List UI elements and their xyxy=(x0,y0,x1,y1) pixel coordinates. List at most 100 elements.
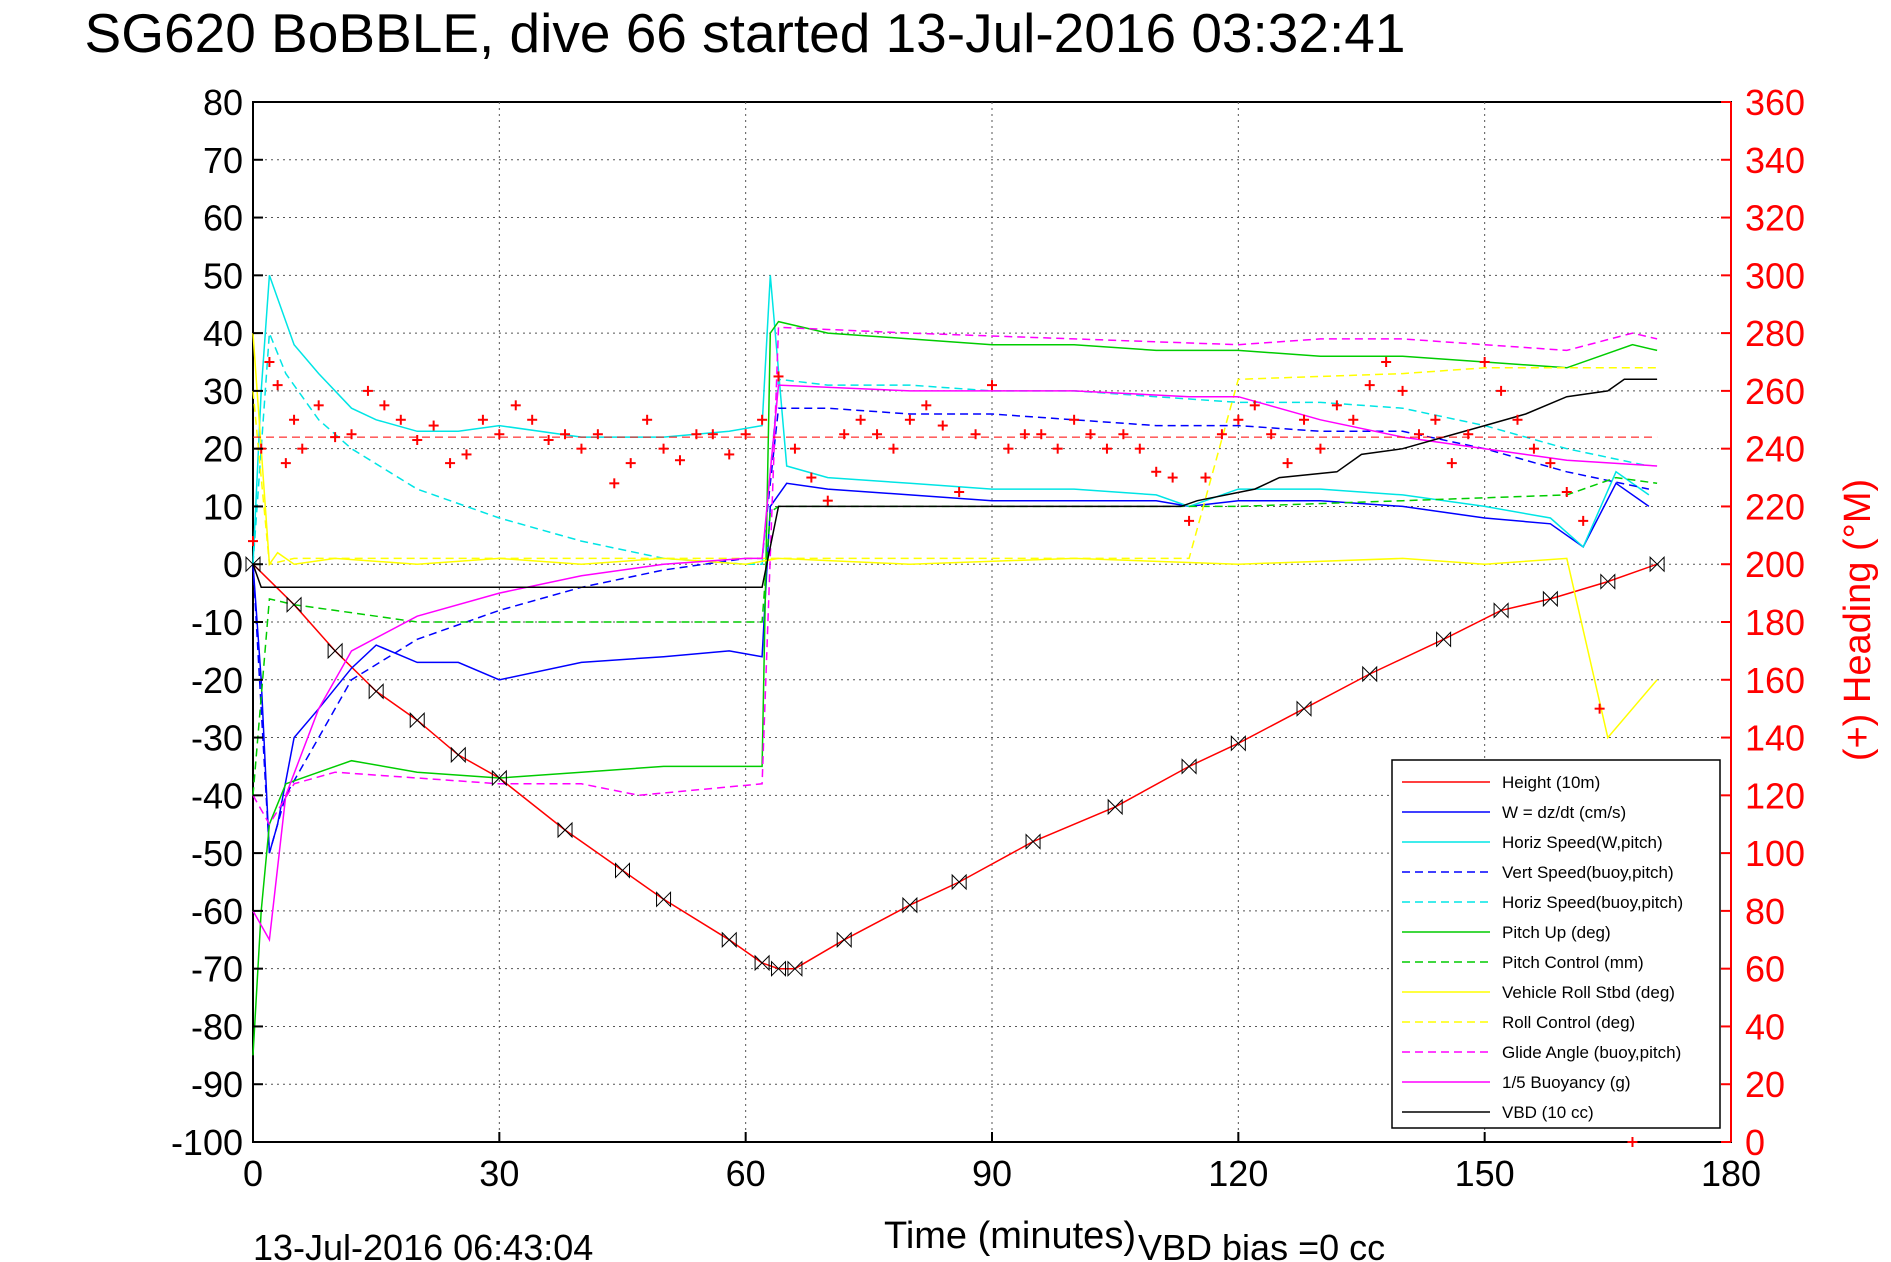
heading-point xyxy=(289,414,300,425)
y-tick-label: -20 xyxy=(191,660,243,701)
heading-point xyxy=(921,400,932,411)
series-line-3 xyxy=(252,407,1650,854)
depth-marker xyxy=(1230,735,1246,752)
y-tick-label: 10 xyxy=(203,486,243,527)
heading-point xyxy=(1052,443,1063,454)
legend-label: Height (10m) xyxy=(1502,773,1600,792)
heading-point xyxy=(1430,414,1441,425)
depth-marker xyxy=(1542,590,1558,608)
heading-point xyxy=(888,443,899,454)
heading-point xyxy=(987,380,997,391)
depth-marker xyxy=(450,746,466,764)
depth-marker xyxy=(1649,556,1665,573)
heading-point xyxy=(1331,400,1342,411)
heading-point xyxy=(1627,1137,1638,1147)
heading-point xyxy=(1528,443,1539,454)
legend-label: Vert Speed(buoy,pitch) xyxy=(1502,863,1674,882)
y-right-tick-label: 100 xyxy=(1745,833,1805,874)
y-right-tick-label: 360 xyxy=(1745,82,1805,123)
depth-marker xyxy=(286,596,302,613)
legend-label: Vehicle Roll Stbd (deg) xyxy=(1502,983,1675,1002)
x-tick-label: 0 xyxy=(243,1153,263,1194)
y-right-tick-label: 20 xyxy=(1745,1064,1785,1105)
heading-point xyxy=(954,487,965,497)
depth-marker xyxy=(1436,631,1452,648)
heading-point xyxy=(1561,487,1572,497)
series-line-10 xyxy=(252,384,1658,943)
heading-point xyxy=(379,400,390,411)
heading-point xyxy=(527,414,538,425)
heading-point xyxy=(395,414,406,425)
series-line-5 xyxy=(252,320,1658,1056)
x-tick-label: 60 xyxy=(726,1153,766,1194)
heading-point xyxy=(1003,443,1014,454)
depth-marker xyxy=(245,556,261,573)
y-tick-label: 50 xyxy=(203,255,243,296)
series-line-2 xyxy=(252,275,1650,565)
depth-marker xyxy=(409,712,425,729)
y-right-tick-label: 280 xyxy=(1745,313,1805,354)
y-right-tick-label: 120 xyxy=(1745,775,1805,816)
heading-point xyxy=(1134,443,1145,454)
heading-markers xyxy=(248,357,1658,1147)
heading-point xyxy=(822,495,833,506)
legend-label: Horiz Speed(buoy,pitch) xyxy=(1502,893,1683,912)
heading-point xyxy=(1446,458,1457,469)
heading-point xyxy=(1069,414,1080,425)
legend-label: Roll Control (deg) xyxy=(1502,1013,1635,1032)
heading-point xyxy=(1381,357,1392,367)
y-tick-label: 60 xyxy=(203,198,243,239)
heading-point xyxy=(658,443,669,454)
heading-point xyxy=(1249,400,1260,411)
chart-title: SG620 BoBBLE, dive 66 started 13-Jul-201… xyxy=(85,2,1406,64)
heading-point xyxy=(1578,515,1589,526)
legend-label: 1/5 Buoyancy (g) xyxy=(1502,1073,1631,1092)
depth-marker xyxy=(1493,602,1509,619)
heading-point xyxy=(806,472,817,483)
heading-point xyxy=(1315,443,1326,454)
legend-label: W = dz/dt (cm/s) xyxy=(1502,803,1626,822)
heading-point xyxy=(740,429,751,440)
heading-point xyxy=(543,435,554,445)
depth-marker xyxy=(787,960,803,977)
heading-point xyxy=(248,536,258,547)
legend-label: Glide Angle (buoy,pitch) xyxy=(1502,1043,1681,1062)
y-tick-label: -40 xyxy=(191,775,243,816)
depth-marker xyxy=(902,896,918,914)
heading-point xyxy=(674,455,685,466)
depth-marker xyxy=(327,642,343,660)
x-tick-label: 30 xyxy=(479,1153,519,1194)
y-tick-label: -50 xyxy=(191,833,243,874)
heading-point xyxy=(1036,429,1047,440)
x-axis-label: Time (minutes) xyxy=(884,1215,1136,1257)
y-tick-label: 80 xyxy=(203,82,243,123)
depth-marker xyxy=(368,683,384,700)
footer-vbd-bias: VBD bias =0 cc xyxy=(1138,1227,1385,1262)
heading-point xyxy=(445,458,456,469)
y-right-tick-label: 300 xyxy=(1745,255,1805,296)
y-right-tick-label: 320 xyxy=(1745,198,1805,239)
depth-marker xyxy=(1296,700,1312,717)
heading-point xyxy=(494,429,505,440)
depth-marker xyxy=(656,891,672,908)
heading-point xyxy=(724,449,735,460)
heading-point xyxy=(1101,443,1112,454)
depth-marker xyxy=(721,931,737,948)
heading-point xyxy=(1545,458,1556,469)
depth-marker xyxy=(771,960,787,977)
y-right-tick-label: 220 xyxy=(1745,486,1805,527)
heading-point xyxy=(313,400,324,411)
y-right-tick-label: 160 xyxy=(1745,660,1805,701)
depth-marker xyxy=(491,769,507,787)
heading-point xyxy=(428,420,439,431)
heading-point xyxy=(1151,466,1162,477)
heading-point xyxy=(1512,414,1523,425)
heading-point xyxy=(904,414,915,425)
legend-label: Pitch Up (deg) xyxy=(1502,923,1611,942)
heading-point xyxy=(412,435,423,445)
series-layer xyxy=(252,275,1658,1056)
heading-point xyxy=(1233,414,1244,425)
y-tick-label: 0 xyxy=(223,544,243,585)
depth-marker xyxy=(615,862,630,879)
depth-marker xyxy=(951,873,967,891)
